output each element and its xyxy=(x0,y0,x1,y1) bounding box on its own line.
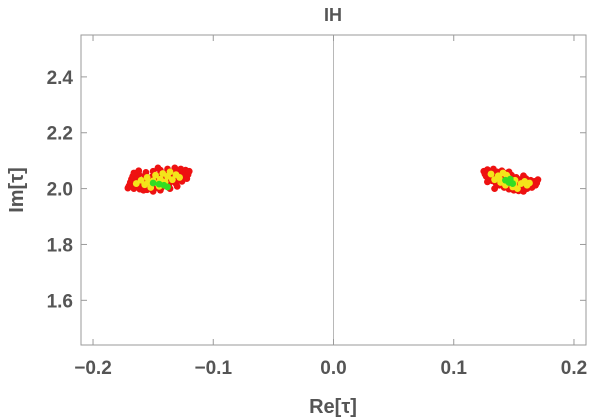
y-tick-label: 2.0 xyxy=(47,180,73,201)
data-point-series-2 xyxy=(166,168,174,176)
chart-title: IH xyxy=(324,5,342,25)
x-tick-label: −0.2 xyxy=(74,358,112,379)
data-point-series-2 xyxy=(132,180,140,187)
data-point-series-3 xyxy=(149,179,157,187)
data-point-series-1 xyxy=(534,176,542,184)
data-point-series-1 xyxy=(520,172,527,180)
data-point-series-1 xyxy=(173,182,181,190)
data-point-series-1 xyxy=(185,167,193,175)
data-point-series-2 xyxy=(168,176,176,184)
y-tick-label: 2.4 xyxy=(47,68,74,89)
x-tick-label: 0.1 xyxy=(441,358,468,379)
data-point-series-2 xyxy=(176,174,183,181)
x-axis-ticks: −0.2 −0.1 0.0 0.1 0.2 xyxy=(74,35,587,379)
data-point-series-1 xyxy=(154,164,162,172)
y-tick-label: 2.2 xyxy=(47,124,73,145)
data-point-series-1 xyxy=(491,185,499,193)
data-point-series-1 xyxy=(140,186,147,194)
y-axis-ticks: 1.6 1.8 2.0 2.2 2.4 xyxy=(47,68,586,312)
x-tick-label: 0.0 xyxy=(320,358,346,379)
data-point-series-2 xyxy=(496,175,503,182)
scatter-points xyxy=(124,164,542,195)
data-point-series-2 xyxy=(152,171,159,179)
y-tick-label: 1.8 xyxy=(47,235,73,256)
y-axis-label: Im[τ] xyxy=(6,167,28,213)
x-axis-label: Re[τ] xyxy=(309,396,357,418)
data-point-series-3 xyxy=(506,175,514,183)
x-tick-label: 0.2 xyxy=(561,358,587,379)
data-point-series-1 xyxy=(484,178,491,186)
data-point-series-2 xyxy=(526,179,533,187)
data-point-series-2 xyxy=(487,170,495,178)
y-tick-label: 1.6 xyxy=(47,291,73,312)
data-point-series-3 xyxy=(164,183,171,191)
data-point-series-1 xyxy=(171,164,179,172)
x-tick-label: −0.1 xyxy=(195,358,233,379)
data-point-series-1 xyxy=(130,169,138,177)
